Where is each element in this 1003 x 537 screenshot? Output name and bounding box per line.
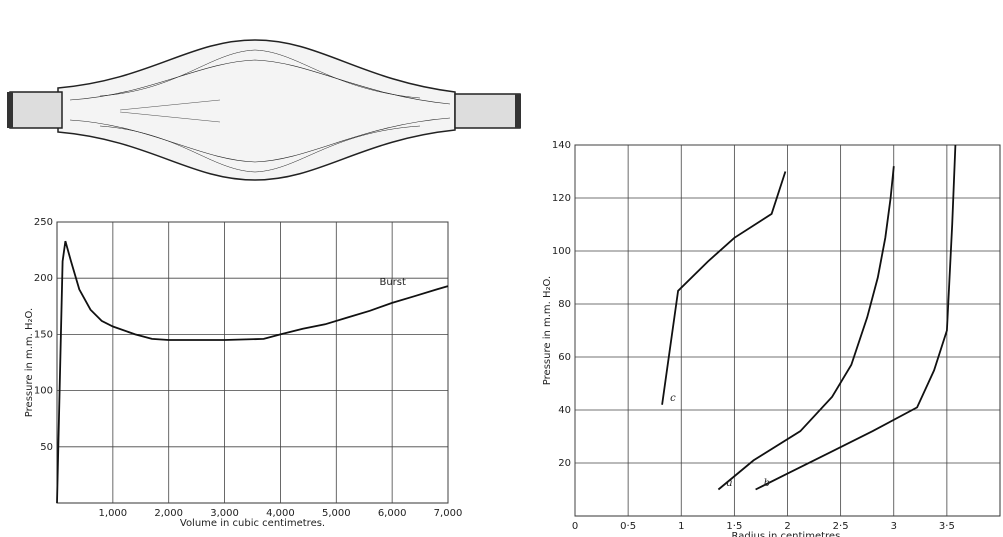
x-tick-label: 3 <box>891 521 897 532</box>
y-tick-label: 100 <box>552 246 571 257</box>
y-tick-label: 250 <box>34 217 53 228</box>
x-tick-label: 0·5 <box>620 521 636 532</box>
y-tick-label: 20 <box>558 458 571 469</box>
y-tick-label: 150 <box>34 329 53 340</box>
x-tick-label: 0 <box>572 521 578 532</box>
y-tick-label: 50 <box>40 442 53 453</box>
series-label: a <box>726 478 732 489</box>
x-tick-label: 6,000 <box>378 508 407 519</box>
data-line <box>662 172 785 405</box>
plot-frame <box>57 222 448 503</box>
y-axis-label: Pressure in m.m. H₂O. <box>542 276 553 385</box>
x-tick-label: 5,000 <box>322 508 351 519</box>
y-tick-label: 140 <box>552 140 571 151</box>
y-tick-label: 100 <box>34 386 53 397</box>
y-tick-label: 40 <box>558 405 571 416</box>
annotation: Burst <box>379 277 406 288</box>
data-line <box>756 145 956 490</box>
series-label: b <box>764 478 770 489</box>
figure: 501001502002501,0002,0003,0004,0005,0006… <box>0 0 1003 537</box>
data-line <box>718 166 893 489</box>
y-axis-label: Pressure in m.m. H₂O. <box>24 308 35 417</box>
artery-illustration <box>10 40 520 180</box>
series-label: c <box>670 393 676 404</box>
x-tick-label: 7,000 <box>434 508 463 519</box>
y-tick-label: 60 <box>558 352 571 363</box>
x-tick-label: 2,000 <box>154 508 183 519</box>
x-tick-label: 3·5 <box>939 521 955 532</box>
y-tick-label: 80 <box>558 299 571 310</box>
y-tick-label: 200 <box>34 273 53 284</box>
x-tick-label: 1 <box>678 521 684 532</box>
x-axis-label: Radius in centimetres. <box>732 531 844 537</box>
x-tick-label: 1,000 <box>99 508 128 519</box>
x-axis-label: Volume in cubic centimetres. <box>180 518 325 529</box>
y-tick-label: 120 <box>552 193 571 204</box>
